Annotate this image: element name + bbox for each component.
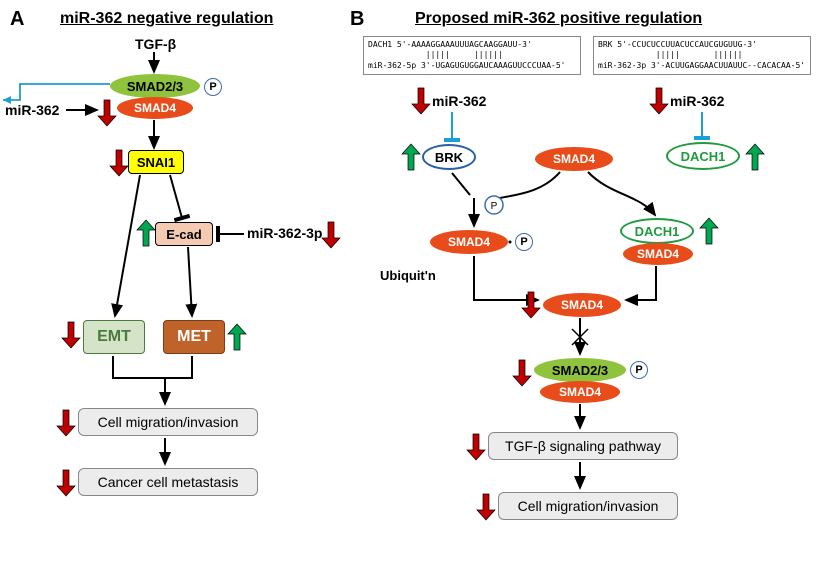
tgfb-label: TGF-β xyxy=(135,36,176,52)
seq1-top: DACH1 5'-AAAAGGAAAUUUAGCAAGGAUU-3' xyxy=(368,40,532,49)
smad4-c-node: SMAD4 xyxy=(535,147,613,171)
dach1-2-node: DACH1 xyxy=(620,218,694,244)
seq-box-dach1: DACH1 5'-AAAAGGAAAUUUAGCAAGGAUU-3' |||||… xyxy=(363,36,581,75)
smad4-text: SMAD4 xyxy=(134,101,176,115)
panel-b-title: Proposed miR-362 positive regulation xyxy=(415,10,702,28)
ubiquitn-label: Ubiquit'n xyxy=(380,268,436,283)
dach1-2-text: DACH1 xyxy=(635,224,680,239)
emt-text: EMT xyxy=(97,328,131,346)
brk-node: BRK xyxy=(422,144,476,170)
seq1-bot: miR-362-5p 3'-UGAGUGUGGAUCAAAGUUCCCUAA-5… xyxy=(368,61,565,70)
migration-a-text: Cell migration/invasion xyxy=(98,414,239,430)
dach1-top-text: DACH1 xyxy=(681,149,726,164)
seq-box-brk: BRK 5'-CCUCUCCUUACUCCAUCGUGUUG-3' ||||| … xyxy=(593,36,811,75)
mir362-3p-label: miR-362-3p xyxy=(247,225,322,241)
mir362-b-right: miR-362 xyxy=(670,93,724,109)
seq2-match: ||||| |||||| xyxy=(598,50,743,59)
svg-text:P: P xyxy=(491,201,498,212)
smad4-m-node: SMAD4 xyxy=(543,293,621,317)
phospho-b2: P xyxy=(630,361,648,379)
metastasis-text: Cancer cell metastasis xyxy=(98,474,239,490)
smad4-p-text: SMAD4 xyxy=(448,235,490,249)
dach1-top-node: DACH1 xyxy=(666,142,740,170)
smad4-d-text: SMAD4 xyxy=(637,247,679,261)
met-text: MET xyxy=(177,328,211,346)
mir362-b-left: miR-362 xyxy=(432,93,486,109)
smad23-text: SMAD2/3 xyxy=(127,79,183,94)
reg-arrows-a xyxy=(57,100,340,496)
seq2-bot: miR-362-3p 3'-ACUUGAGGAACUUAUUC--CACACAA… xyxy=(598,61,805,70)
smad23-b-node: SMAD2/3 xyxy=(534,358,626,382)
tgf-path-box: TGF-β signaling pathway xyxy=(488,432,678,460)
tgf-path-text: TGF-β signaling pathway xyxy=(505,438,661,454)
ecad-text: E-cad xyxy=(166,227,201,242)
emt-node: EMT xyxy=(83,320,145,354)
smad4-b-node: SMAD4 xyxy=(540,381,620,403)
phospho-a: P xyxy=(204,78,222,96)
met-node: MET xyxy=(163,320,225,354)
seq2-top: BRK 5'-CCUCUCCUUACUCCAUCGUGUUG-3' xyxy=(598,40,757,49)
migration-b-text: Cell migration/invasion xyxy=(518,498,659,514)
smad23-node: SMAD2/3 xyxy=(110,74,200,98)
phospho-b1: P xyxy=(515,233,533,251)
migration-b-box: Cell migration/invasion xyxy=(498,492,678,520)
ecad-node: E-cad xyxy=(155,222,213,246)
panel-a-label: A xyxy=(10,8,24,31)
phospho-b1-text: P xyxy=(520,236,527,248)
phospho-b2-text: P xyxy=(635,364,642,376)
migration-a-box: Cell migration/invasion xyxy=(78,408,258,436)
smad4-d-node: SMAD4 xyxy=(623,243,693,265)
panel-b-label: B xyxy=(350,8,364,31)
phospho-a-text: P xyxy=(209,81,216,93)
smad23-b-text: SMAD2/3 xyxy=(552,363,608,378)
smad4-node: SMAD4 xyxy=(117,97,193,119)
smad4-p-node: SMAD4 xyxy=(430,230,508,254)
metastasis-box: Cancer cell metastasis xyxy=(78,468,258,496)
snai1-text: SNAI1 xyxy=(137,155,175,170)
smad4-b-text: SMAD4 xyxy=(559,385,601,399)
mir362-a-label: miR-362 xyxy=(5,102,59,118)
panel-a-title: miR-362 negative regulation xyxy=(60,10,273,28)
brk-text: BRK xyxy=(435,150,463,165)
smad4-c-text: SMAD4 xyxy=(553,152,595,166)
snai1-node: SNAI1 xyxy=(128,150,184,174)
seq1-match: ||||| |||||| xyxy=(368,50,503,59)
smad4-m-text: SMAD4 xyxy=(561,298,603,312)
